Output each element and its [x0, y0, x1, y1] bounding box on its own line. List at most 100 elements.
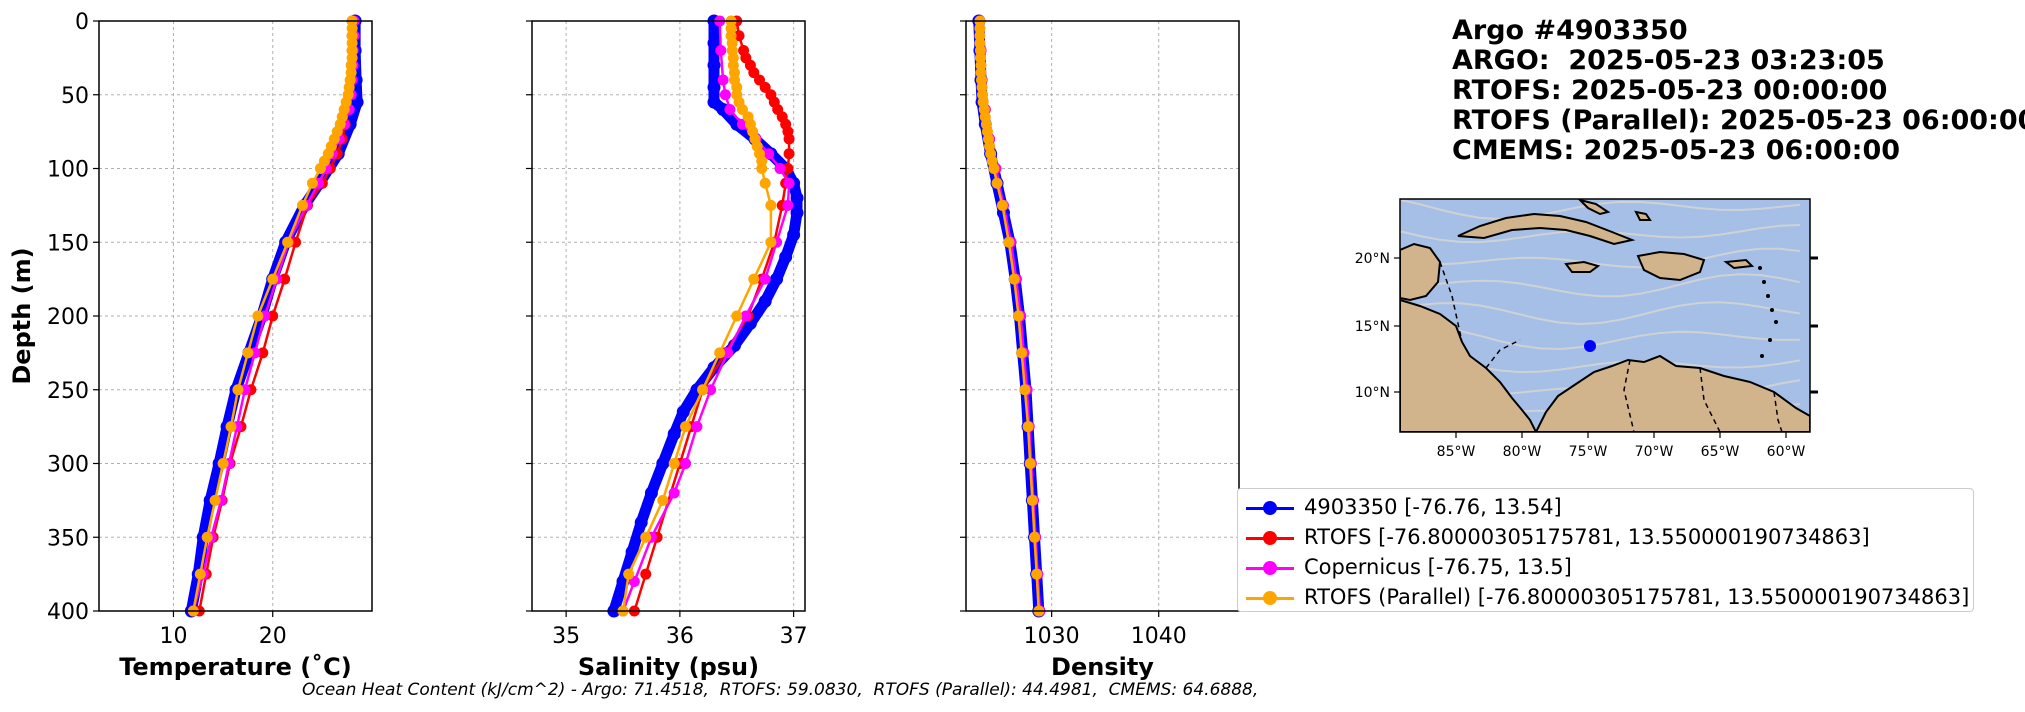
- density-point-rtofs-parallel: [1003, 236, 1015, 248]
- salinity-point-rtofs-parallel: [765, 199, 777, 211]
- central-america-land: [1400, 298, 1538, 432]
- temperature-point-rtofs-parallel: [267, 273, 279, 285]
- salinity-point-4903350: [656, 457, 670, 470]
- salinity-point-copernicus: [740, 310, 752, 322]
- salinity-point-copernicus: [724, 104, 736, 115]
- ocean-heat-content-footer: Ocean Heat Content (kJ/cm^2) - Argo: 71.…: [302, 680, 1259, 700]
- south-america-land: [1534, 354, 1810, 432]
- salinity-point-copernicus: [715, 45, 727, 56]
- temperature-point-rtofs: [267, 310, 279, 322]
- temperature-point-rtofs: [279, 273, 291, 285]
- density-point-rtofs-parallel: [1026, 494, 1038, 506]
- legend-label-rtofs: RTOFS [-76.80000305175781, 13.5500001907…: [1304, 525, 1870, 549]
- density-point-rtofs-parallel: [1012, 310, 1024, 322]
- map-lon-label: 75°W: [1569, 444, 1608, 460]
- legend: 4903350 [-76.76, 13.54] RTOFS [-76.80000…: [1237, 488, 1974, 612]
- salinity-point-rtofs-parallel: [697, 384, 709, 396]
- temperature-point-rtofs-parallel: [306, 177, 318, 189]
- salinity-point-copernicus: [774, 163, 786, 174]
- salinity-point-4903350: [779, 250, 793, 264]
- salinity-point-rtofs-parallel: [756, 163, 768, 174]
- legend-entry-argo: 4903350 [-76.76, 13.54]: [1238, 493, 1973, 523]
- salinity-point-rtofs: [782, 163, 794, 174]
- borders: [1439, 261, 1783, 432]
- density-point-rtofs-parallel: [988, 163, 1000, 174]
- temperature-panel: 0 50 100 150 200 250 300 350 400 10 20 Temperature …: [8, 10, 373, 681]
- salinity-point-4903350: [790, 206, 804, 220]
- temperature-point-rtofs-parallel: [242, 347, 254, 359]
- legend-marker-rtofs-parallel: [1263, 591, 1277, 605]
- argo-float-marker: [1584, 340, 1596, 352]
- temperature-point-rtofs-parallel: [252, 310, 264, 322]
- salinity-point-rtofs-parallel: [657, 494, 669, 506]
- temperature-point-rtofs: [257, 347, 269, 359]
- inset-map: 85°W 80°W 75°W 70°W 65°W 60°W 20°N 15°N 10°N: [1355, 198, 1818, 460]
- salinity-point-copernicus: [691, 421, 703, 433]
- map-lon-label: 65°W: [1701, 444, 1740, 460]
- map-frame: [1399, 198, 1811, 433]
- map-lon-label: 80°W: [1503, 444, 1542, 460]
- density-xtick-label: 1030: [1024, 624, 1080, 649]
- yucatan-land: [1400, 242, 1442, 302]
- depth-tick-label: 200: [47, 305, 89, 330]
- antilles-islands: [1758, 266, 1778, 358]
- depth-tick-label: 400: [47, 600, 89, 625]
- figure-title-block: Argo #4903350 ARGO: 2025-05-23 03:23:05 RT…: [1452, 16, 2025, 166]
- title-line-rtofs-time: RTOFS: 2025-05-23 00:00:00: [1452, 75, 1888, 106]
- salinity-point-4903350: [787, 228, 801, 242]
- bahamas-land-east: [1634, 210, 1652, 221]
- density-point-rtofs-parallel: [1031, 568, 1043, 580]
- salinity-point-4903350: [625, 545, 639, 559]
- salinity-point-copernicus: [668, 487, 680, 499]
- depth-tick-label: 150: [47, 231, 89, 256]
- puerto-rico-land: [1723, 258, 1755, 270]
- salinity-point-copernicus: [719, 89, 731, 101]
- salinity-series-4903350: [607, 14, 804, 618]
- salinity-xtick-label: 37: [780, 624, 808, 649]
- salinity-point-rtofs-parallel: [765, 236, 777, 248]
- temperature-series-rtofs-parallel: [187, 15, 358, 617]
- density-point-rtofs-parallel: [1019, 384, 1031, 396]
- streamline: [1400, 301, 1801, 326]
- hispaniola-land: [1636, 250, 1706, 282]
- salinity-point-4903350: [758, 294, 772, 308]
- density-axes-frame: [965, 20, 1240, 612]
- legend-marker-rtofs: [1263, 531, 1277, 545]
- depth-tick-label: 0: [75, 10, 89, 35]
- density-xtick-label: 1040: [1131, 624, 1187, 649]
- title-line-rtofs-parallel-time: RTOFS (Parallel): 2025-05-23 06:00:00: [1452, 105, 2025, 136]
- salinity-point-4903350: [770, 272, 784, 286]
- salinity-point-copernicus: [722, 347, 734, 359]
- legend-label-argo: 4903350 [-76.76, 13.54]: [1304, 495, 1562, 519]
- temperature-point-rtofs-parallel: [209, 494, 221, 506]
- salinity-point-copernicus: [680, 458, 692, 469]
- salinity-axes-frame: [531, 20, 806, 612]
- title-line-cmems-time: CMEMS: 2025-05-23 06:00:00: [1452, 135, 1901, 166]
- density-point-rtofs-parallel: [991, 177, 1003, 189]
- map-lon-label: 60°W: [1767, 444, 1806, 460]
- map-lon-label: 70°W: [1635, 444, 1674, 460]
- salinity-xlabel: Salinity (psu): [578, 653, 759, 681]
- salinity-point-4903350: [634, 516, 648, 529]
- salinity-xtick-label: 36: [666, 624, 694, 649]
- temperature-point-rtofs-parallel: [282, 236, 294, 248]
- legend-label-copernicus: Copernicus [-76.75, 13.5]: [1304, 555, 1572, 579]
- map-lon-label: 85°W: [1437, 444, 1476, 460]
- temperature-xtick-label: 20: [259, 624, 287, 649]
- density-point-rtofs-parallel: [1022, 421, 1034, 433]
- density-point-rtofs-parallel: [1024, 458, 1036, 469]
- title-line-argo-id: Argo #4903350: [1452, 15, 1688, 46]
- temperature-xlabel: Temperature (˚C): [119, 653, 352, 681]
- salinity-point-rtofs: [783, 148, 795, 160]
- depth-tick-label: 300: [47, 453, 89, 478]
- depth-ylabel: Depth (m): [8, 247, 36, 384]
- salinity-point-rtofs-parallel: [759, 177, 771, 189]
- temperature-point-rtofs-parallel: [194, 568, 206, 580]
- cuba-land: [1457, 212, 1636, 246]
- salinity-point-rtofs-parallel: [668, 458, 680, 469]
- salinity-point-rtofs: [783, 133, 795, 145]
- density-xlabel: Density: [1051, 653, 1154, 681]
- salinity-point-4903350: [667, 427, 681, 441]
- salinity-point-rtofs-parallel: [623, 568, 635, 580]
